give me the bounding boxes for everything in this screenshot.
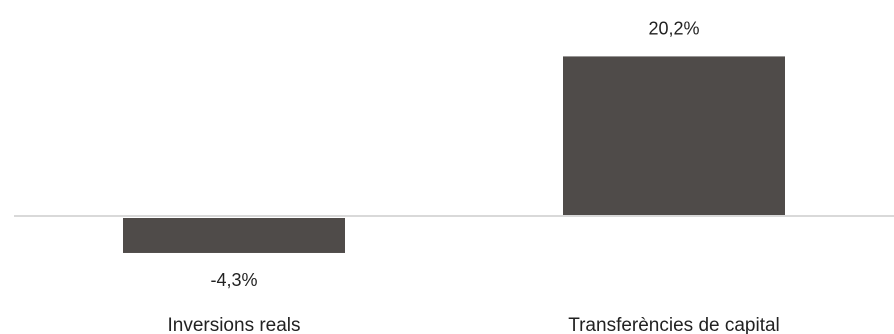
data-label-1: 20,2% bbox=[648, 18, 699, 38]
bar-1 bbox=[563, 56, 785, 216]
category-label-1: Transferències de capital bbox=[568, 315, 780, 334]
category-label-0: Inversions reals bbox=[167, 315, 300, 334]
data-labels-group: -4,3% 20,2% bbox=[210, 18, 699, 290]
category-labels-group: Inversions reals Transferències de capita… bbox=[167, 315, 779, 334]
bars-group bbox=[123, 56, 785, 253]
bar-0 bbox=[123, 218, 345, 253]
data-label-0: -4,3% bbox=[210, 270, 257, 290]
